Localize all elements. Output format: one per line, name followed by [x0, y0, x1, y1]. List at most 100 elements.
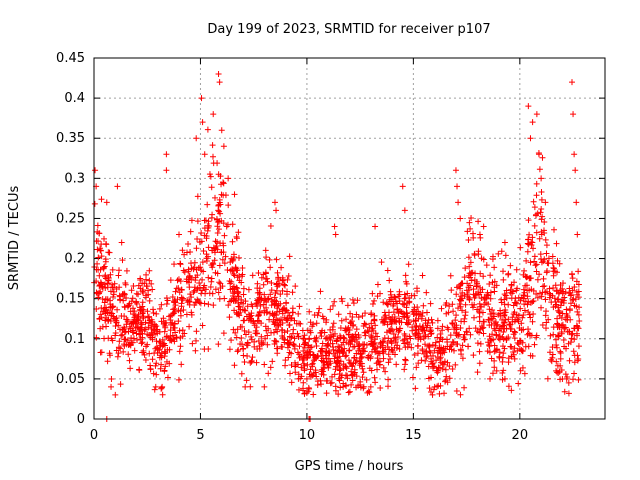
data-point — [415, 342, 422, 349]
data-point — [245, 311, 252, 318]
data-point — [239, 341, 246, 348]
data-point — [470, 291, 477, 298]
plot-frame — [93, 57, 606, 420]
data-point — [461, 336, 468, 343]
data-point — [396, 317, 403, 324]
data-point — [503, 295, 510, 302]
data-point — [295, 386, 302, 393]
data-point — [332, 347, 339, 354]
data-point — [324, 341, 331, 348]
y-tick-labels: 0 0.05 0.1 0.15 0.2 0.25 0.3 0.35 0.4 0.45 — [56, 51, 85, 427]
data-point — [107, 352, 114, 359]
data-point — [393, 319, 400, 326]
data-point — [254, 297, 261, 304]
data-point — [265, 295, 272, 302]
data-point — [404, 290, 411, 297]
data-point — [146, 317, 153, 324]
data-point — [380, 338, 387, 345]
data-point — [449, 321, 456, 328]
data-point — [518, 346, 525, 353]
data-point — [101, 281, 108, 288]
data-point — [310, 352, 317, 359]
data-point — [369, 301, 376, 308]
data-point — [304, 355, 311, 362]
y-tick-label: 0.1 — [64, 332, 85, 347]
data-point — [391, 293, 398, 300]
data-point — [348, 372, 355, 379]
data-point — [112, 329, 119, 336]
data-point — [438, 305, 445, 312]
data-point — [228, 297, 235, 304]
data-point — [340, 365, 347, 372]
data-point — [470, 286, 477, 293]
data-point — [298, 364, 305, 371]
data-point — [94, 222, 101, 229]
data-point — [485, 301, 492, 308]
data-point — [113, 319, 120, 326]
data-point — [434, 325, 441, 332]
data-point — [368, 332, 375, 339]
data-point — [159, 336, 166, 343]
data-point — [542, 296, 549, 303]
data-point — [360, 348, 367, 355]
data-point — [229, 221, 236, 228]
data-point — [134, 324, 141, 331]
data-point — [489, 370, 496, 377]
data-point — [141, 351, 148, 358]
data-point — [209, 211, 216, 218]
data-point — [228, 337, 235, 344]
data-point — [372, 336, 379, 343]
data-point — [233, 235, 240, 242]
data-point — [264, 341, 271, 348]
data-point — [347, 320, 354, 327]
data-point — [123, 295, 130, 302]
data-point — [92, 167, 99, 174]
data-point — [263, 327, 270, 334]
data-point — [453, 291, 460, 298]
data-point — [120, 348, 127, 355]
data-point — [208, 275, 215, 282]
data-point — [553, 367, 560, 374]
data-point — [187, 248, 194, 255]
data-point — [274, 308, 281, 315]
data-point — [277, 291, 284, 298]
data-point — [203, 232, 210, 239]
data-point — [314, 378, 321, 385]
data-point — [220, 143, 227, 150]
data-point — [141, 326, 148, 333]
data-point — [462, 301, 469, 308]
data-point — [480, 330, 487, 337]
data-point — [505, 271, 512, 278]
data-point — [222, 192, 229, 199]
data-point — [476, 360, 483, 367]
data-point — [384, 344, 391, 350]
data-point — [134, 336, 141, 343]
data-point — [217, 210, 224, 217]
data-point — [160, 321, 167, 328]
x-axis-label: GPS time / hours — [295, 459, 404, 474]
data-point — [253, 359, 260, 366]
x-tick-label: 20 — [512, 428, 529, 443]
data-point — [237, 306, 244, 313]
data-point — [387, 328, 394, 335]
data-point — [161, 328, 168, 335]
data-point — [104, 296, 111, 303]
data-point — [241, 358, 248, 365]
data-point — [353, 326, 360, 333]
data-point — [169, 293, 176, 300]
data-point — [412, 385, 419, 392]
data-point — [264, 332, 271, 339]
data-point — [371, 374, 378, 381]
data-point — [542, 199, 549, 206]
data-point — [327, 358, 334, 365]
data-point — [517, 297, 524, 304]
data-point — [183, 276, 190, 283]
data-point — [471, 252, 478, 259]
data-point — [312, 338, 319, 345]
data-point — [486, 322, 493, 329]
data-point — [556, 260, 563, 267]
data-point — [485, 292, 492, 299]
data-point — [571, 151, 578, 158]
data-point — [366, 365, 373, 372]
data-point — [211, 249, 218, 256]
